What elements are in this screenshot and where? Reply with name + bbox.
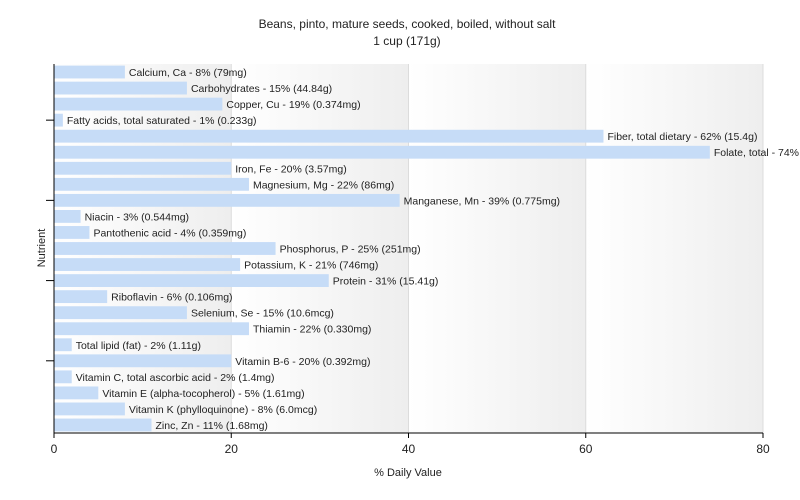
bar bbox=[54, 193, 400, 207]
bar bbox=[54, 177, 249, 191]
bars-group bbox=[54, 65, 710, 432]
bar bbox=[54, 370, 72, 384]
chart-subtitle: 1 cup (171g) bbox=[373, 34, 440, 48]
bar-label: Vitamin B-6 - 20% (0.392mg) bbox=[235, 356, 370, 368]
bar-label: Niacin - 3% (0.544mg) bbox=[85, 211, 189, 223]
bar-label: Phosphorus, P - 25% (251mg) bbox=[280, 244, 421, 256]
x-tick-label: 40 bbox=[402, 442, 416, 456]
bar-label: Protein - 31% (15.41g) bbox=[333, 276, 439, 288]
x-axis-title: % Daily Value bbox=[374, 467, 442, 479]
bar-label: Total lipid (fat) - 2% (1.11g) bbox=[76, 340, 201, 352]
bar bbox=[54, 306, 187, 320]
bar bbox=[54, 129, 604, 143]
bar-label: Selenium, Se - 15% (10.6mcg) bbox=[191, 308, 334, 320]
plot-band bbox=[408, 64, 586, 433]
bar-label: Iron, Fe - 20% (3.57mg) bbox=[235, 163, 346, 175]
axes-group bbox=[46, 64, 764, 438]
bar bbox=[54, 226, 90, 239]
bar-label: Riboflavin - 6% (0.106mg) bbox=[111, 292, 232, 304]
bar-label: Magnesium, Mg - 22% (86mg) bbox=[253, 179, 394, 191]
bar bbox=[54, 242, 276, 255]
bar-label: Carbohydrates - 15% (44.84g) bbox=[191, 83, 332, 95]
bar bbox=[54, 338, 72, 352]
bar bbox=[54, 97, 223, 111]
bar bbox=[54, 113, 63, 127]
bar-label: Thiamin - 22% (0.330mg) bbox=[253, 324, 371, 336]
bar bbox=[54, 402, 125, 416]
bar-label: Folate, total - 74% (294mcg) bbox=[714, 147, 800, 159]
x-tick-label: 20 bbox=[225, 442, 239, 456]
chart-title: Beans, pinto, mature seeds, cooked, boil… bbox=[259, 17, 557, 31]
bar bbox=[54, 81, 187, 95]
bar-label: Fatty acids, total saturated - 1% (0.233… bbox=[67, 115, 257, 127]
bar-labels-group: Calcium, Ca - 8% (79mg) Carbohydrates - 1… bbox=[67, 67, 800, 432]
bar bbox=[54, 322, 249, 336]
bar bbox=[54, 209, 81, 223]
x-tick-label: 0 bbox=[51, 442, 58, 456]
bar bbox=[54, 274, 329, 288]
bar-label: Pantothenic acid - 4% (0.359mg) bbox=[93, 227, 246, 239]
bar bbox=[54, 418, 152, 432]
bar-label: Zinc, Zn - 11% (1.68mg) bbox=[155, 420, 267, 432]
bar-label: Vitamin K (phylloquinone) - 8% (6.0mcg) bbox=[129, 404, 317, 416]
plot-area bbox=[54, 64, 763, 433]
y-axis-title: Nutrient bbox=[36, 229, 48, 268]
bar-label: Vitamin E (alpha-tocopherol) - 5% (1.61m… bbox=[102, 388, 304, 400]
bar-label: Calcium, Ca - 8% (79mg) bbox=[129, 67, 247, 79]
bar-label: Manganese, Mn - 39% (0.775mg) bbox=[404, 195, 560, 207]
bar bbox=[54, 290, 108, 304]
bar bbox=[54, 145, 710, 159]
bar-label: Copper, Cu - 19% (0.374mg) bbox=[226, 99, 360, 111]
bar-label: Fiber, total dietary - 62% (15.4g) bbox=[607, 131, 757, 143]
bar bbox=[54, 258, 241, 271]
bar bbox=[54, 161, 232, 175]
bar-label: Potassium, K - 21% (746mg) bbox=[244, 260, 378, 272]
bar-label: Vitamin C, total ascorbic acid - 2% (1.4… bbox=[76, 372, 275, 384]
x-tick-label: 60 bbox=[579, 442, 593, 456]
bar bbox=[54, 65, 125, 79]
bar bbox=[54, 354, 232, 368]
x-tick-labels: 0 20 40 60 80 bbox=[51, 442, 770, 456]
plot-band bbox=[585, 64, 763, 433]
bar bbox=[54, 386, 99, 400]
x-tick-label: 80 bbox=[756, 442, 770, 456]
